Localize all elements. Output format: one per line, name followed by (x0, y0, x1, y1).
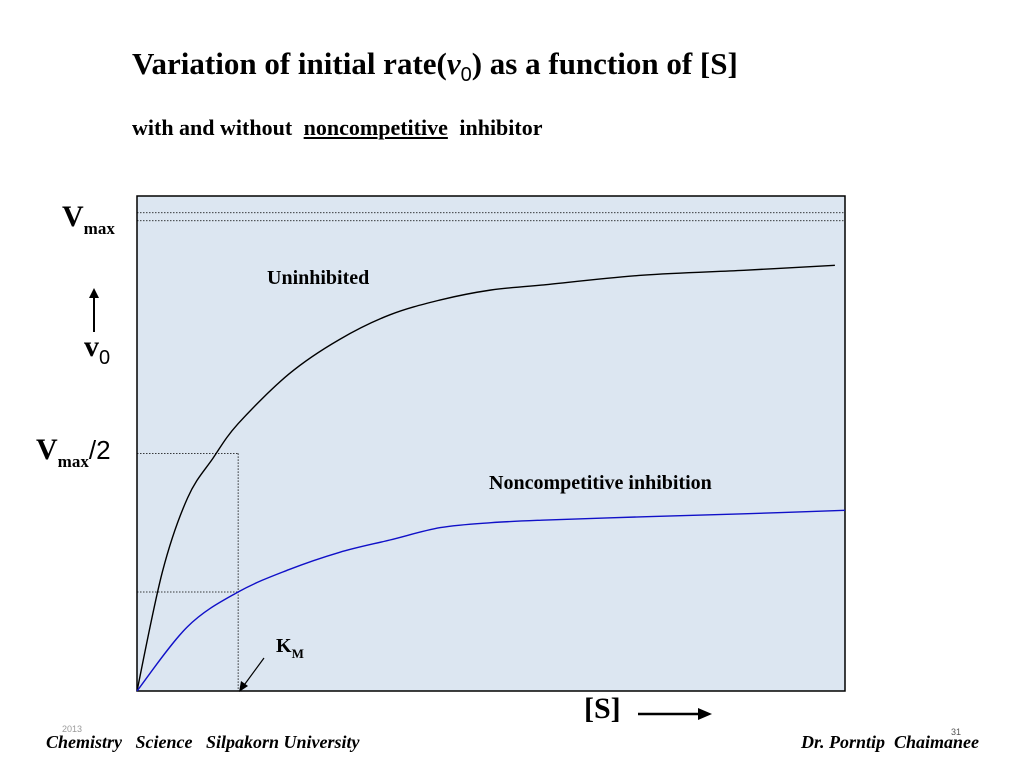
subtitle-underlined-word: noncompetitive (303, 115, 448, 140)
substrate-axis-label: [S] (584, 692, 621, 725)
vmax-half-label: Vmax/2 (36, 433, 111, 471)
vmax-label: Vmax (62, 200, 115, 238)
slide-title: Variation of initial rate(v0) as a funct… (132, 46, 738, 86)
page-number: 31 (951, 727, 962, 737)
v0-label: v0 (84, 330, 111, 369)
km-pointer-arrowhead (239, 681, 248, 692)
up-arrow-icon (89, 288, 99, 332)
uninhibited-curve (136, 264, 835, 692)
plot-area (136, 195, 846, 692)
annotation-noncompetitive: Noncompetitive inhibition (489, 472, 712, 494)
annotation-uninhibited: Uninhibited (267, 267, 369, 289)
km-pointer-arrow (241, 657, 265, 689)
footer-year: 2013 (62, 724, 83, 734)
footer-institution: Chemistry Science Silpakorn University (46, 732, 360, 752)
noncompetitive-curve (136, 509, 846, 692)
right-arrow-icon (638, 708, 712, 720)
km-label: KM (276, 635, 304, 661)
footer-author: Dr. Porntip Chaimanee (800, 732, 979, 752)
slide-subtitle: with and without noncompetitive inhibito… (132, 115, 543, 140)
